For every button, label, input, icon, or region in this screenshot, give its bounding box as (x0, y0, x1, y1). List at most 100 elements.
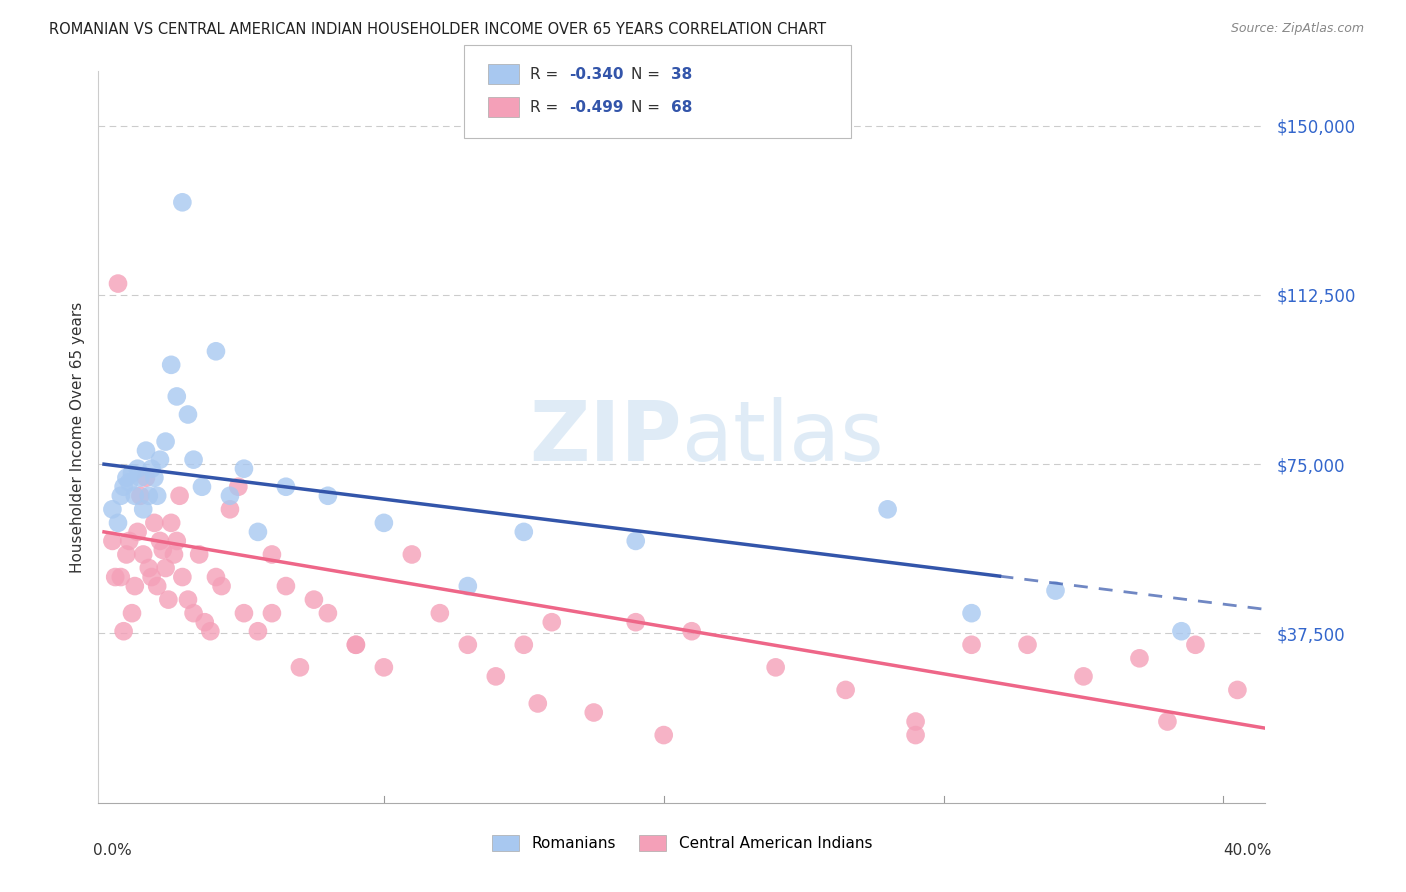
Point (316, 489, 339, 503)
Point (166, 533, 188, 548)
Point (115, 471, 138, 485)
Point (127, 461, 149, 475)
Point (457, 638, 479, 652)
Text: ZIP: ZIP (530, 397, 682, 477)
Point (904, 728, 927, 742)
Point (104, 570, 127, 584)
Point (540, 615, 562, 630)
Point (260, 606, 283, 620)
Point (1226, 682, 1249, 697)
Point (129, 471, 152, 485)
Point (110, 489, 132, 503)
Point (160, 358, 183, 372)
Point (121, 466, 143, 480)
Point (183, 606, 205, 620)
Point (582, 706, 605, 720)
Text: 68: 68 (671, 100, 692, 114)
Point (124, 579, 146, 593)
Point (118, 475, 141, 490)
Point (118, 533, 141, 548)
Point (177, 592, 200, 607)
Point (183, 452, 205, 467)
Point (135, 443, 157, 458)
Point (344, 638, 367, 652)
Point (765, 660, 787, 674)
Point (288, 660, 311, 674)
Point (233, 461, 256, 475)
Text: R =: R = (530, 67, 564, 81)
Point (228, 480, 250, 494)
Point (457, 579, 479, 593)
Point (1156, 714, 1178, 729)
Point (960, 606, 983, 620)
Point (155, 434, 177, 449)
Point (260, 548, 283, 562)
Point (115, 548, 138, 562)
Point (1073, 669, 1095, 683)
Point (194, 615, 217, 630)
Text: Source: ZipAtlas.com: Source: ZipAtlas.com (1230, 22, 1364, 36)
Point (127, 524, 149, 539)
Point (834, 682, 856, 697)
Point (177, 408, 200, 422)
Point (401, 548, 423, 562)
Point (344, 638, 367, 652)
Y-axis label: Householder Income Over 65 years: Householder Income Over 65 years (69, 301, 84, 573)
Point (163, 548, 186, 562)
Point (904, 714, 927, 729)
Point (146, 579, 169, 593)
Text: 0.0%: 0.0% (93, 843, 131, 858)
Point (160, 516, 183, 530)
Point (960, 638, 983, 652)
Text: -0.340: -0.340 (569, 67, 624, 81)
Point (146, 489, 169, 503)
Point (191, 480, 214, 494)
Point (166, 389, 188, 403)
Point (1128, 651, 1150, 665)
Point (135, 471, 157, 485)
Point (143, 516, 166, 530)
Legend: Romanians, Central American Indians: Romanians, Central American Indians (485, 830, 879, 857)
Text: ROMANIAN VS CENTRAL AMERICAN INDIAN HOUSEHOLDER INCOME OVER 65 YEARS CORRELATION: ROMANIAN VS CENTRAL AMERICAN INDIAN HOUS… (49, 22, 827, 37)
Text: N =: N = (631, 100, 665, 114)
Point (205, 570, 228, 584)
Point (316, 606, 339, 620)
Point (172, 195, 194, 210)
Point (211, 579, 233, 593)
Text: 40.0%: 40.0% (1223, 843, 1271, 858)
Point (141, 461, 163, 475)
Point (526, 697, 548, 711)
Point (302, 592, 325, 607)
Point (205, 344, 228, 359)
Point (1017, 638, 1039, 652)
Point (1045, 583, 1067, 598)
Point (624, 533, 647, 548)
Point (143, 471, 166, 485)
Point (274, 579, 297, 593)
Point (101, 502, 124, 516)
Point (149, 452, 172, 467)
Point (219, 489, 242, 503)
Point (141, 570, 163, 584)
Point (1170, 624, 1192, 639)
Text: R =: R = (530, 100, 564, 114)
Text: N =: N = (631, 67, 665, 81)
Point (124, 489, 146, 503)
Point (485, 669, 508, 683)
Point (155, 561, 177, 575)
Point (112, 480, 135, 494)
Text: atlas: atlas (682, 397, 883, 477)
Point (110, 570, 132, 584)
Point (132, 548, 155, 562)
Point (624, 615, 647, 630)
Point (138, 489, 160, 503)
Point (429, 606, 451, 620)
Point (200, 624, 222, 639)
Point (169, 489, 191, 503)
Point (121, 606, 143, 620)
Point (513, 638, 536, 652)
Point (681, 624, 703, 639)
Text: -0.499: -0.499 (569, 100, 624, 114)
Point (219, 502, 242, 516)
Point (152, 543, 174, 558)
